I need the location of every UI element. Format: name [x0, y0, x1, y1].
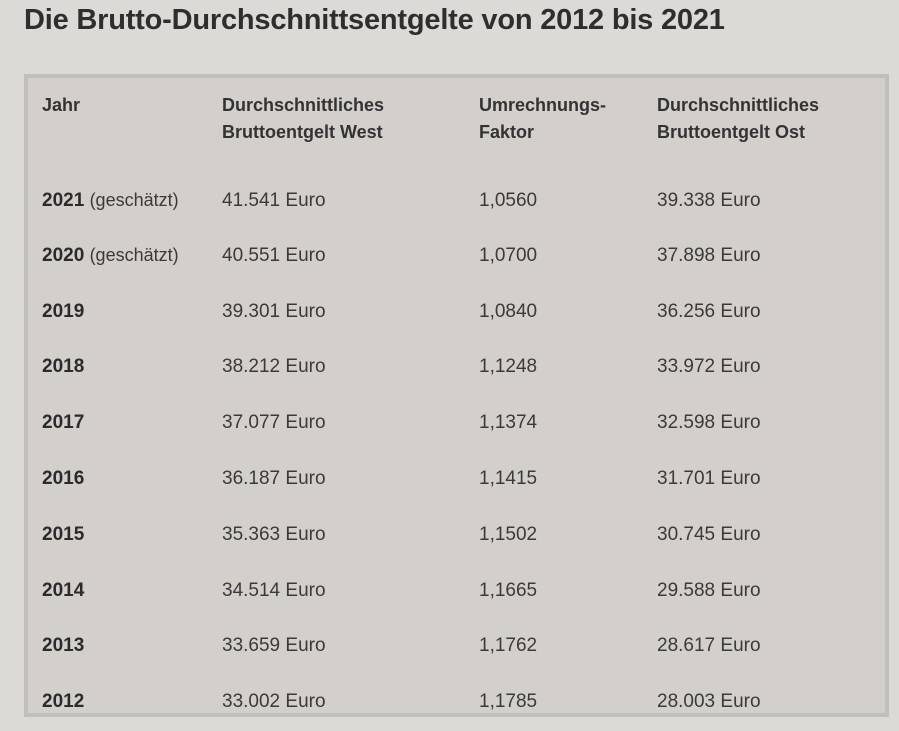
- year-cell: 2016: [38, 451, 218, 507]
- west-value: 38.212 Euro: [222, 356, 326, 378]
- table-row: 2018 38.212 Euro 1,1248 33.972 Euro: [38, 340, 868, 396]
- table-row: 2020 (geschätzt) 40.551 Euro 1,0700 37.8…: [38, 228, 868, 284]
- year-cell: 2017: [38, 395, 218, 451]
- west-value: 37.077 Euro: [222, 412, 326, 434]
- year-cell: 2021 (geschätzt): [38, 174, 218, 228]
- year-value: 2021: [42, 190, 85, 211]
- earnings-table: Jahr Durchschnittliches Bruttoentgelt Wes…: [38, 92, 868, 730]
- year-value: 2018: [42, 356, 85, 378]
- factor-value: 1,0700: [479, 244, 538, 266]
- year-value: 2016: [42, 468, 85, 490]
- factor-value: 1,1415: [479, 468, 538, 490]
- table-row: 2021 (geschätzt) 41.541 Euro 1,0560 39.3…: [38, 174, 868, 228]
- factor-value: 1,1665: [479, 579, 538, 601]
- table-row: 2013 33.659 Euro 1,1762 28.617 Euro: [38, 619, 868, 675]
- east-value: 28.003 Euro: [657, 691, 761, 713]
- year-cell: 2013: [38, 619, 218, 675]
- east-value: 29.588 Euro: [657, 579, 761, 601]
- table-header-row: Jahr Durchschnittliches Bruttoentgelt Wes…: [38, 92, 868, 174]
- year-note: (geschätzt): [89, 190, 179, 210]
- east-value: 36.256 Euro: [657, 300, 761, 322]
- west-value: 41.541 Euro: [222, 190, 326, 211]
- west-value: 36.187 Euro: [222, 468, 326, 490]
- year-value: 2012: [42, 691, 85, 713]
- west-value: 40.551 Euro: [222, 244, 326, 266]
- year-cell: 2020 (geschätzt): [38, 228, 218, 284]
- factor-value: 1,1762: [479, 635, 538, 657]
- header-east: Durchschnittliches Bruttoentgelt Ost: [657, 95, 820, 142]
- year-value: 2013: [42, 635, 85, 657]
- header-year: Jahr: [42, 95, 81, 115]
- page-title: Die Brutto-Durchschnittsentgelte von 201…: [24, 4, 725, 36]
- factor-value: 1,0560: [479, 190, 538, 211]
- year-cell: 2015: [38, 507, 218, 563]
- table-row: 2016 36.187 Euro 1,1415 31.701 Euro: [38, 451, 868, 507]
- west-value: 35.363 Euro: [222, 523, 326, 545]
- header-factor: Umrechnungs- Faktor: [479, 95, 607, 142]
- year-value: 2014: [42, 579, 85, 601]
- table-row: 2014 34.514 Euro 1,1665 29.588 Euro: [38, 563, 868, 619]
- year-cell: 2014: [38, 563, 218, 619]
- west-value: 34.514 Euro: [222, 579, 326, 601]
- year-value: 2019: [42, 300, 85, 322]
- year-cell: 2012: [38, 674, 218, 730]
- year-note: (geschätzt): [89, 244, 179, 265]
- east-value: 30.745 Euro: [657, 523, 761, 545]
- east-value: 28.617 Euro: [657, 635, 761, 657]
- year-cell: 2018: [38, 340, 218, 396]
- east-value: 33.972 Euro: [657, 356, 761, 378]
- east-value: 31.701 Euro: [657, 468, 761, 490]
- factor-value: 1,1248: [479, 356, 538, 378]
- west-value: 33.002 Euro: [222, 691, 326, 713]
- table-row: 2012 33.002 Euro 1,1785 28.003 Euro: [38, 674, 868, 730]
- east-value: 39.338 Euro: [657, 190, 761, 211]
- table-row: 2019 39.301 Euro 1,0840 36.256 Euro: [38, 284, 868, 340]
- east-value: 37.898 Euro: [657, 244, 761, 266]
- west-value: 33.659 Euro: [222, 635, 326, 657]
- table-row: 2017 37.077 Euro 1,1374 32.598 Euro: [38, 395, 868, 451]
- year-value: 2017: [42, 412, 85, 434]
- header-west: Durchschnittliches Bruttoentgelt West: [222, 95, 385, 142]
- earnings-table-container: Jahr Durchschnittliches Bruttoentgelt Wes…: [24, 74, 889, 717]
- factor-value: 1,0840: [479, 300, 538, 322]
- year-value: 2015: [42, 523, 85, 545]
- factor-value: 1,1785: [479, 691, 538, 713]
- table-row: 2015 35.363 Euro 1,1502 30.745 Euro: [38, 507, 868, 563]
- factor-value: 1,1374: [479, 412, 538, 434]
- factor-value: 1,1502: [479, 523, 538, 545]
- year-cell: 2019: [38, 284, 218, 340]
- west-value: 39.301 Euro: [222, 300, 326, 322]
- year-value: 2020: [42, 244, 85, 266]
- east-value: 32.598 Euro: [657, 412, 761, 434]
